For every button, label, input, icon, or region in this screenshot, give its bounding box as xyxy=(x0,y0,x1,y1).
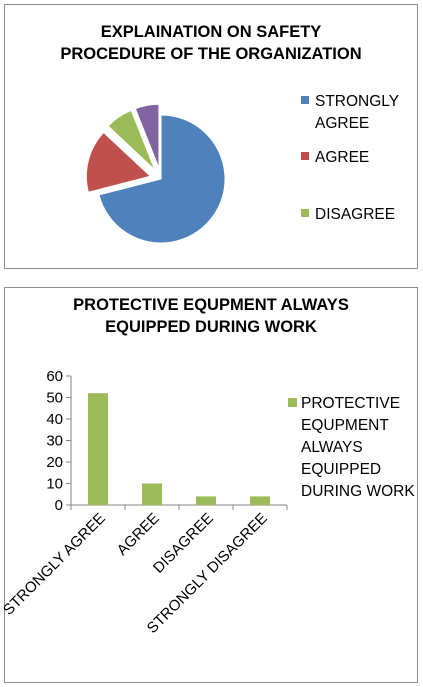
bar-legend-label: EQUPMENT xyxy=(301,417,389,434)
bar-category-label: STRONGLY AGREE xyxy=(0,510,109,619)
bar-y-tick-label: 40 xyxy=(46,411,63,428)
bar-y-tick-label: 20 xyxy=(46,454,63,471)
pie-chart-plot: STRONGLY AGREE AGREE DISAGREE xyxy=(85,93,399,244)
pie-slice-strongly-agree xyxy=(98,114,226,244)
bar-chart-title: PROTECTIVE EQUPMENT ALWAYS EQUIPPED DURI… xyxy=(5,294,417,338)
bar-category-label: AGREE xyxy=(114,510,163,559)
bar-legend-label: EQUIPPED xyxy=(301,461,381,478)
pie-title-line-1: EXPLAINATION ON SAFETY xyxy=(100,23,322,41)
pie-title-line-2: PROCEDURE OF THE ORGANIZATION xyxy=(60,45,362,63)
pie-slice-agree xyxy=(85,131,152,193)
bar-disagree xyxy=(196,496,216,505)
bar-legend-swatch xyxy=(288,398,297,407)
pie-legend-label: STRONGLY xyxy=(315,93,399,110)
pie-chart-title: EXPLAINATION ON SAFETY PROCEDURE OF THE … xyxy=(5,21,417,65)
bar-legend-label: DURING WORK xyxy=(301,483,415,500)
bar-title-line-2: EQUIPPED DURING WORK xyxy=(105,318,317,336)
pie-legend-swatch xyxy=(301,96,309,104)
pie-chart-panel: EXPLAINATION ON SAFETY PROCEDURE OF THE … xyxy=(4,4,418,269)
bar-y-tick-label: 0 xyxy=(55,497,63,514)
pie-slice-unlabeled-3 xyxy=(134,103,160,169)
bar-y-tick-label: 60 xyxy=(46,368,63,385)
bar-chart-panel: PROTECTIVE EQUPMENT ALWAYS EQUIPPED DURI… xyxy=(0,287,418,683)
bar-strongly-disagree xyxy=(250,496,270,505)
pie-legend-label: AGREE xyxy=(315,149,369,166)
bar-agree xyxy=(142,483,162,505)
pie-slice-disagree xyxy=(107,109,156,171)
bar-y-tick-label: 10 xyxy=(46,476,63,493)
bar-y-tick-label: 50 xyxy=(46,390,63,407)
bar-strongly-agree xyxy=(88,393,108,505)
pie-legend-swatch xyxy=(301,152,309,160)
bar-y-tick-label: 30 xyxy=(46,433,63,450)
bar-title-line-1: PROTECTIVE EQUPMENT ALWAYS xyxy=(73,296,349,314)
bar-legend-label: PROTECTIVE xyxy=(301,395,400,412)
pie-legend-label: AGREE xyxy=(315,115,369,132)
pie-legend-swatch xyxy=(301,209,309,217)
pie-legend-label: DISAGREE xyxy=(315,206,395,223)
bar-legend-label: ALWAYS xyxy=(301,439,363,456)
